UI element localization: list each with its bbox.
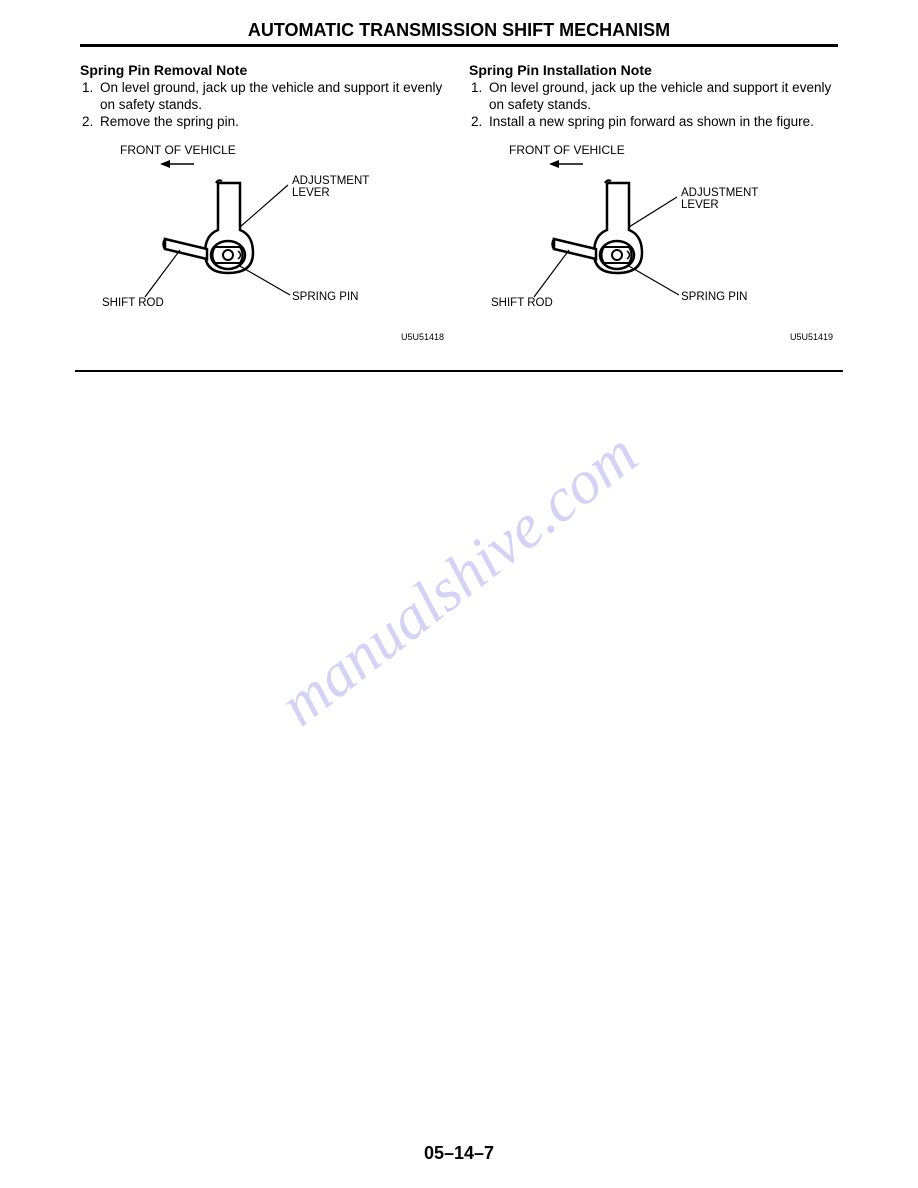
spring-pin-label: SPRING PIN [292, 291, 358, 304]
page-content: AUTOMATIC TRANSMISSION SHIFT MECHANISM S… [80, 20, 838, 372]
page-number: 05–14–7 [0, 1143, 918, 1164]
list-number: 2. [471, 114, 482, 131]
watermark: manualshive.com [267, 419, 651, 741]
list-number: 1. [82, 80, 93, 97]
installation-steps: 1. On level ground, jack up the vehicle … [469, 80, 838, 131]
figure-code: U5U51418 [80, 332, 449, 342]
adjustment-lever-label: ADJUSTMENT LEVER [681, 187, 766, 212]
list-item: 1. On level ground, jack up the vehicle … [489, 80, 838, 114]
divider [75, 370, 843, 372]
left-arrow-icon [160, 159, 449, 169]
shift-rod-label: SHIFT ROD [491, 297, 553, 310]
page-title: AUTOMATIC TRANSMISSION SHIFT MECHANISM [80, 20, 838, 47]
right-column: Spring Pin Installation Note 1. On level… [469, 62, 838, 342]
shift-rod-label: SHIFT ROD [102, 297, 164, 310]
list-number: 2. [82, 114, 93, 131]
installation-diagram-container: FRONT OF VEHICLE [469, 143, 838, 342]
removal-diagram: ADJUSTMENT LEVER SHIFT ROD SPRING PIN [80, 175, 370, 330]
list-item: 1. On level ground, jack up the vehicle … [100, 80, 449, 114]
removal-steps: 1. On level ground, jack up the vehicle … [80, 80, 449, 131]
installation-heading: Spring Pin Installation Note [469, 62, 838, 78]
list-text: On level ground, jack up the vehicle and… [100, 80, 442, 112]
removal-diagram-container: FRONT OF VEHICLE [80, 143, 449, 342]
front-of-vehicle-label: FRONT OF VEHICLE [509, 143, 838, 157]
removal-heading: Spring Pin Removal Note [80, 62, 449, 78]
left-column: Spring Pin Removal Note 1. On level grou… [80, 62, 449, 342]
list-text: Install a new spring pin forward as show… [489, 114, 814, 129]
adjustment-lever-label: ADJUSTMENT LEVER [292, 175, 377, 200]
list-item: 2. Remove the spring pin. [100, 114, 449, 131]
columns-wrapper: Spring Pin Removal Note 1. On level grou… [80, 62, 838, 342]
installation-diagram: ADJUSTMENT LEVER SHIFT ROD SPRING PIN [469, 175, 759, 330]
left-arrow-icon [549, 159, 838, 169]
front-of-vehicle-label: FRONT OF VEHICLE [120, 143, 449, 157]
figure-code: U5U51419 [469, 332, 838, 342]
list-item: 2. Install a new spring pin forward as s… [489, 114, 838, 131]
spring-pin-label: SPRING PIN [681, 291, 747, 304]
list-text: Remove the spring pin. [100, 114, 239, 129]
list-number: 1. [471, 80, 482, 97]
list-text: On level ground, jack up the vehicle and… [489, 80, 831, 112]
